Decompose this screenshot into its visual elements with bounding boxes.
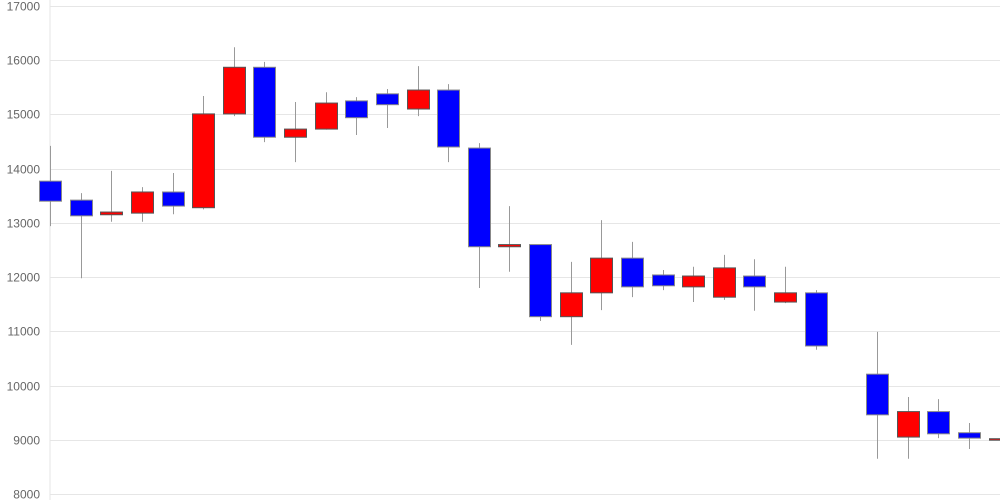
y-tick-label: 14000	[7, 163, 41, 177]
candle-body-up	[989, 438, 1000, 441]
candle	[192, 96, 215, 210]
candle	[407, 66, 430, 117]
y-tick-label: 17000	[7, 0, 41, 14]
candle-body-down	[39, 180, 62, 202]
candles	[39, 47, 1000, 459]
candle	[468, 143, 491, 288]
candle-body-up	[897, 411, 920, 438]
candle	[376, 88, 399, 128]
y-tick-label: 12000	[7, 271, 41, 285]
y-tick-label: 8000	[13, 488, 40, 500]
y-tick-label: 9000	[13, 434, 40, 448]
candle-body-down	[468, 147, 491, 248]
y-tick-label: 15000	[7, 108, 41, 122]
candle	[590, 220, 613, 311]
candle	[713, 254, 736, 300]
candle-body-up	[713, 267, 736, 298]
candle	[621, 241, 644, 298]
candle-body-down	[162, 191, 185, 207]
candle	[345, 97, 368, 136]
candle-body-down	[652, 274, 675, 287]
candle	[866, 331, 889, 459]
candle-body-up	[682, 275, 705, 288]
candle	[100, 170, 123, 222]
candle	[897, 396, 920, 459]
candle-body-up	[407, 89, 430, 110]
candle-body-up	[774, 292, 797, 303]
candle-body-down	[866, 373, 889, 416]
candle-body-down	[437, 89, 460, 148]
y-tick-label: 10000	[7, 380, 41, 394]
candle	[70, 193, 93, 279]
candle-body-down	[621, 257, 644, 288]
y-tick-label: 11000	[8, 325, 41, 339]
y-axis: 8000 9000 10000 11000 12000 13000 14000 15000 16…	[7, 0, 41, 500]
candle-body-down	[529, 244, 552, 318]
candle	[927, 399, 950, 439]
candle	[131, 187, 154, 222]
candle	[743, 259, 766, 311]
candle-body-up	[284, 128, 307, 138]
candle-body-down	[376, 93, 399, 106]
candle	[560, 261, 583, 345]
candle-body-down	[805, 292, 828, 347]
candle-body-down	[70, 199, 93, 217]
y-tick-label: 16000	[7, 54, 41, 68]
candle	[315, 92, 338, 130]
candle	[253, 61, 276, 143]
candle	[682, 266, 705, 303]
candle	[498, 206, 521, 272]
candle-body-up	[131, 191, 154, 214]
candle-body-up	[192, 113, 215, 209]
grid	[50, 6, 1000, 495]
candle-body-up	[560, 292, 583, 318]
candle	[437, 84, 460, 163]
candle-body-down	[927, 411, 950, 435]
candle	[958, 422, 981, 449]
candle-body-down	[345, 100, 368, 119]
candle	[284, 101, 307, 163]
candle-body-up	[100, 211, 123, 216]
candle-body-down	[253, 66, 276, 138]
candle	[652, 270, 675, 291]
y-tick-label: 13000	[7, 217, 41, 231]
candle	[529, 244, 552, 322]
candle-body-up	[315, 102, 338, 130]
candle-body-up	[498, 244, 521, 248]
candle-body-down	[743, 275, 766, 288]
candle	[39, 145, 62, 227]
candle	[774, 266, 797, 304]
candle-body-down	[958, 432, 981, 439]
candle	[162, 173, 185, 215]
candle	[223, 47, 246, 117]
candle-body-up	[223, 66, 246, 115]
candle	[805, 290, 828, 350]
candle-body-up	[590, 257, 613, 294]
candle	[989, 438, 1000, 441]
